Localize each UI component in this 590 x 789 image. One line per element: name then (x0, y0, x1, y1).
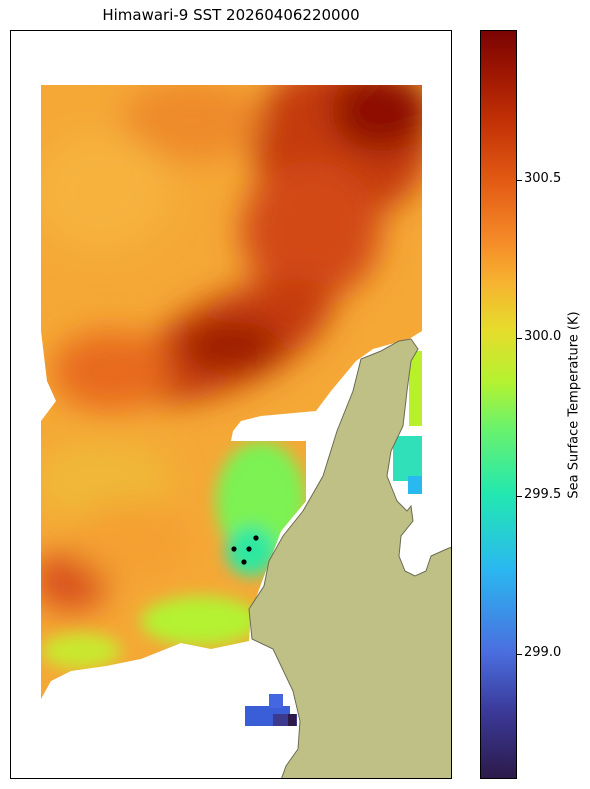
colorbar-tick (517, 338, 522, 339)
colorbar-label: Sea Surface Temperature (K) (566, 311, 582, 499)
station-markers (231, 535, 259, 565)
colorbar-tick-label: 299.5 (524, 487, 562, 502)
colorbar-tick-label: 299.0 (524, 645, 562, 660)
station-marker (231, 546, 237, 552)
colorbar-tick (517, 654, 522, 655)
colorbar-tick-label: 300.0 (524, 329, 562, 344)
station-marker (246, 546, 252, 552)
station-marker (253, 535, 259, 541)
sst-map-canvas (41, 85, 451, 778)
station-marker (241, 559, 247, 565)
sst-south-patch (245, 694, 297, 726)
land-peninsula (248, 338, 451, 778)
map-title: Himawari-9 SST 20260406220000 (102, 6, 360, 24)
colorbar-tick (517, 496, 522, 497)
sst-map (10, 30, 452, 779)
colorbar-tick (517, 180, 522, 181)
colorbar-tick-label: 300.5 (524, 171, 562, 186)
colorbar (480, 30, 517, 779)
sst-east-patch (393, 351, 422, 494)
